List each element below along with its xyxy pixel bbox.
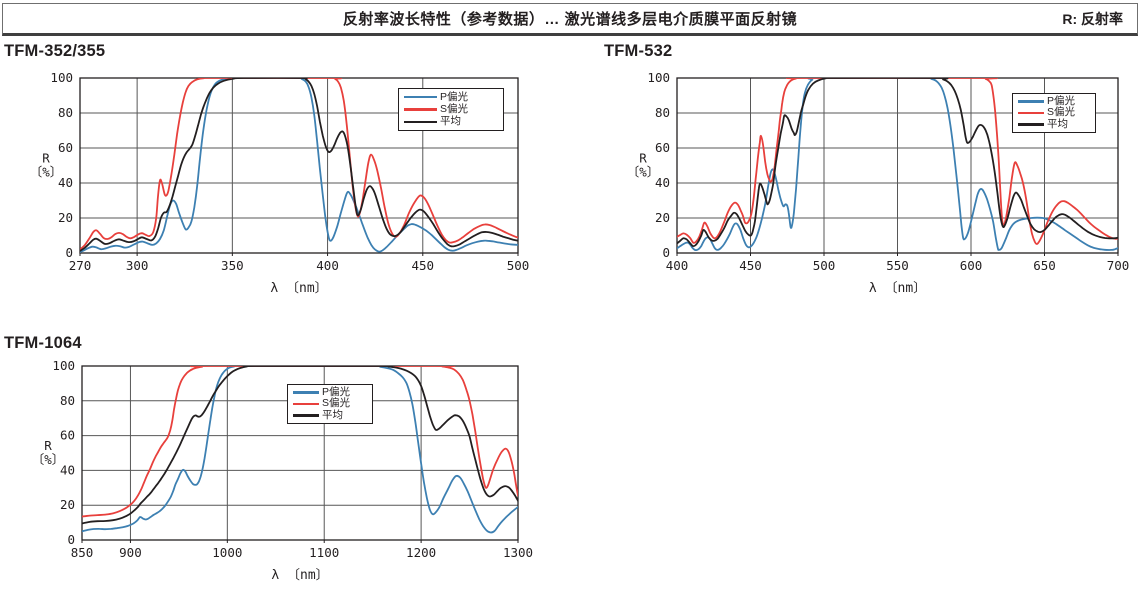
legend-label: 平均	[1047, 117, 1068, 130]
y-tick-label: 100	[52, 358, 75, 373]
legend-row: 平均	[1018, 117, 1091, 130]
plot-svg-tfm-1064: 850 900 1000 1100 1200 1300 0 20 40 60 80 100 λ 〔nm〕…	[32, 358, 533, 583]
y-tick-label: 40	[60, 462, 75, 477]
chart-tfm-1064: TFM-1064 850 900 1000 1100 1200 1300 0 20 40 60 80…	[4, 334, 564, 589]
y-tick-label: 0	[65, 245, 73, 260]
x-axis-label: λ 〔nm〕	[869, 281, 926, 296]
legend-label: S偏光	[322, 397, 351, 410]
x-axis-label: λ 〔nm〕	[270, 281, 327, 296]
y-tick-label: 0	[67, 532, 75, 547]
x-tick-label: 450	[739, 258, 762, 273]
x-tick-label: 1000	[212, 545, 242, 560]
x-tick-label: 700	[1107, 258, 1130, 273]
legend-row: P偏光	[404, 91, 499, 103]
y-tick-label: 60	[58, 140, 73, 155]
x-tick-label: 300	[126, 258, 149, 273]
curve-p	[82, 366, 518, 534]
x-tick-label: 1300	[503, 545, 533, 560]
page-title: 反射率波长特性（参考数据）… 激光谱线多层电介质膜平面反射镜	[342, 11, 798, 28]
legend-row: 平均	[293, 408, 368, 421]
legend-label: P偏光	[1047, 95, 1076, 108]
x-tick-label: 850	[71, 545, 94, 560]
legend-swatch-avg	[404, 120, 437, 124]
chart-title: TFM-532	[604, 42, 673, 60]
y-tick-label: 100	[647, 70, 670, 85]
x-tick-label: 900	[119, 545, 142, 560]
x-tick-label: 270	[69, 258, 92, 273]
legend-label: 平均	[322, 408, 343, 421]
y-tick-label: 0	[662, 245, 670, 260]
curve-avg	[677, 78, 1118, 248]
y-tick-label: 20	[60, 497, 75, 512]
legend-swatch-p	[293, 391, 319, 394]
legend-label: S偏光	[440, 102, 469, 115]
chart-title: TFM-352/355	[4, 42, 106, 60]
x-tick-label: 400	[666, 258, 689, 273]
x-tick-label: 600	[960, 258, 983, 273]
x-tick-label: 650	[1033, 258, 1056, 273]
y-axis-label: 〔%〕	[30, 165, 63, 180]
y-tick-label: 20	[655, 210, 670, 225]
y-tick-label: 40	[655, 175, 670, 190]
legend-label: P偏光	[322, 386, 351, 399]
x-axis-label: λ 〔nm〕	[271, 568, 328, 583]
legend-swatch-avg	[293, 414, 319, 417]
legend-swatch-avg	[1018, 123, 1044, 126]
plot-svg-tfm-532: 400 450 500 550 600 650 700 0 20 40 60 80 100 λ 〔nm〕 R…	[627, 70, 1130, 296]
legend-label: 平均	[440, 115, 461, 128]
x-tick-label: 450	[411, 258, 434, 273]
y-axis-label: R	[639, 151, 647, 166]
curve-s	[677, 78, 1118, 245]
x-tick-label: 1100	[309, 545, 339, 560]
legend-swatch-s	[1018, 111, 1044, 115]
header-note: R: 反射率	[1062, 10, 1123, 27]
x-tick-label: 400	[316, 258, 339, 273]
y-axis-label: 〔%〕	[627, 165, 660, 180]
y-axis-label: 〔%〕	[32, 452, 65, 467]
y-tick-label: 80	[58, 105, 73, 120]
x-tick-label: 500	[507, 258, 530, 273]
chart-tfm-532: TFM-532 400 450 500 550 600 650 700 0 20 40 60 80 10…	[604, 42, 1140, 304]
legend: P偏光 S偏光 平均	[398, 88, 504, 131]
curve-s	[80, 78, 518, 251]
y-tick-label: 60	[655, 140, 670, 155]
x-tick-label: 550	[886, 258, 909, 273]
plot-svg-tfm-352-355: 270 300 350 400 450 500 0 20 40 60 80 100 λ 〔nm〕 R〔%〕	[30, 70, 530, 296]
y-tick-label: 100	[50, 70, 73, 85]
chart-tfm-352-355: TFM-352/355 270 300 350 400 450 500 0 20 40 60 80 1…	[4, 42, 564, 304]
legend: P偏光 S偏光 平均	[1012, 93, 1096, 133]
y-tick-label: 80	[60, 393, 75, 408]
legend-label: P偏光	[440, 90, 469, 103]
chart-title: TFM-1064	[4, 334, 82, 352]
curve-s	[82, 366, 518, 518]
legend-row: S偏光	[293, 398, 368, 409]
legend-row: S偏光	[404, 103, 499, 115]
y-tick-label: 20	[58, 210, 73, 225]
header-box: 反射率波长特性（参考数据）… 激光谱线多层电介质膜平面反射镜 R: 反射率	[2, 3, 1138, 36]
y-tick-label: 80	[655, 105, 670, 120]
y-tick-label: 40	[58, 175, 73, 190]
x-tick-label: 1200	[406, 545, 436, 560]
legend-swatch-s	[404, 108, 437, 111]
legend-swatch-p	[404, 95, 437, 99]
legend-row: S偏光	[1018, 107, 1091, 118]
y-axis-label: R	[42, 151, 50, 166]
legend-swatch-s	[293, 402, 319, 406]
legend-row: P偏光	[293, 387, 368, 398]
curve-avg	[80, 78, 518, 252]
legend-label: S偏光	[1047, 106, 1076, 119]
x-tick-label: 350	[221, 258, 244, 273]
y-axis-label: R	[44, 438, 52, 453]
legend: P偏光 S偏光 平均	[287, 384, 373, 424]
legend-swatch-p	[1018, 100, 1044, 103]
curve-p	[677, 78, 1118, 252]
legend-row: 平均	[404, 116, 499, 128]
y-tick-label: 60	[60, 428, 75, 443]
curve-avg	[82, 366, 518, 525]
x-tick-label: 500	[813, 258, 836, 273]
curve-p	[80, 78, 518, 253]
legend-row: P偏光	[1018, 96, 1091, 107]
